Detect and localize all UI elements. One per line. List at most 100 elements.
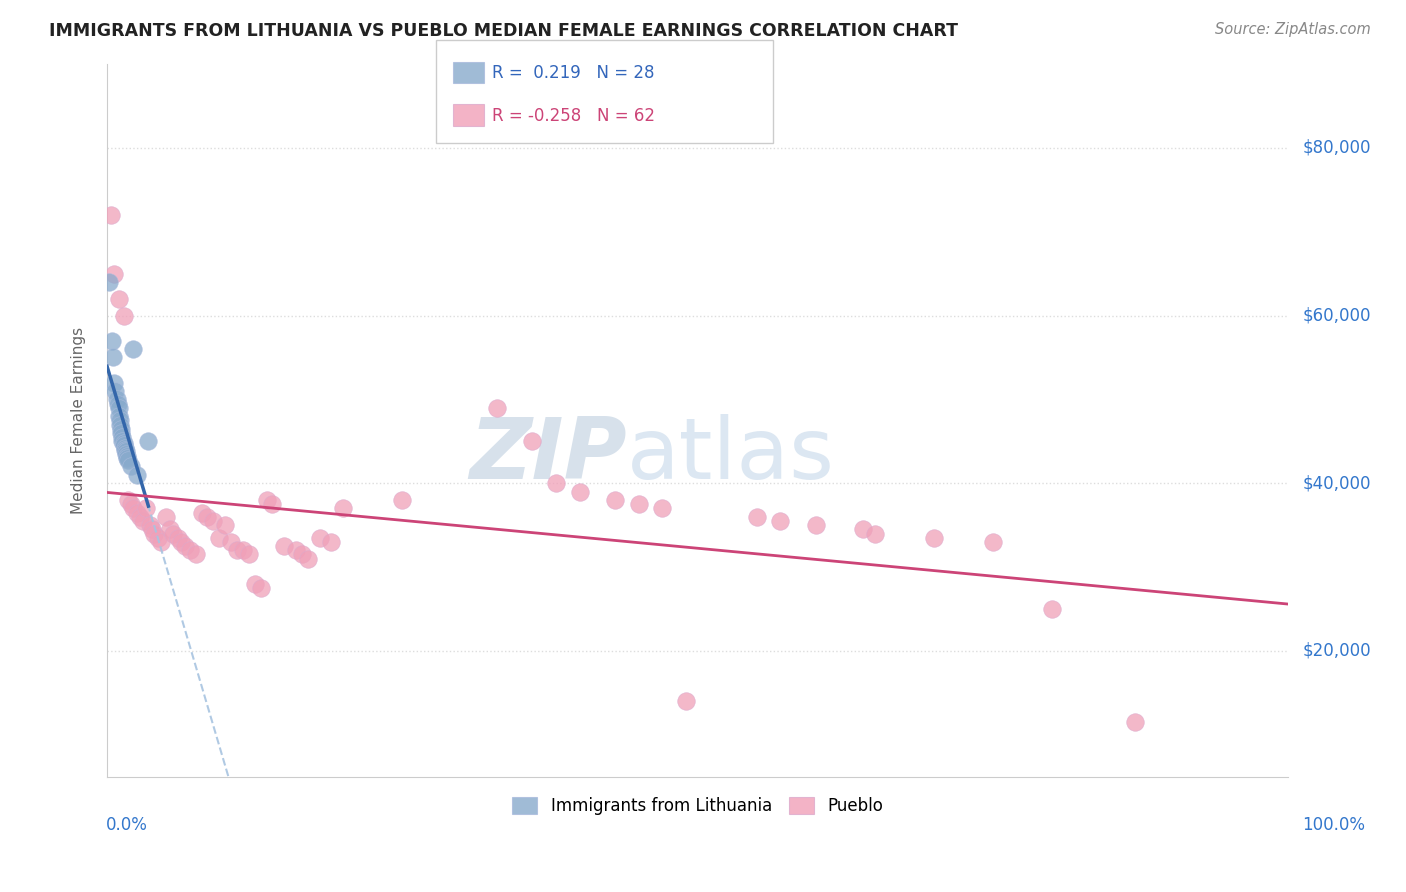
Point bbox=[651, 501, 673, 516]
Point bbox=[391, 493, 413, 508]
Point bbox=[117, 452, 139, 467]
Point bbox=[138, 434, 160, 449]
Point bbox=[114, 441, 136, 455]
Text: R =  0.219   N = 28: R = 0.219 N = 28 bbox=[492, 64, 655, 82]
Point bbox=[190, 506, 212, 520]
Point bbox=[115, 444, 138, 458]
Point bbox=[922, 531, 945, 545]
Point bbox=[675, 694, 697, 708]
Y-axis label: Median Female Earnings: Median Female Earnings bbox=[72, 326, 86, 514]
Point bbox=[108, 417, 131, 432]
Point bbox=[184, 548, 207, 562]
Point bbox=[111, 430, 134, 444]
Point bbox=[114, 442, 136, 457]
Point bbox=[485, 401, 508, 415]
Text: $40,000: $40,000 bbox=[1302, 475, 1371, 492]
Text: $80,000: $80,000 bbox=[1302, 139, 1371, 157]
Point bbox=[522, 434, 544, 449]
Point bbox=[285, 543, 308, 558]
Point bbox=[98, 275, 121, 289]
Point bbox=[197, 509, 219, 524]
Point bbox=[568, 484, 591, 499]
Point bbox=[232, 543, 254, 558]
Point bbox=[107, 396, 129, 410]
Text: atlas: atlas bbox=[627, 415, 835, 498]
Point bbox=[115, 447, 138, 461]
Point bbox=[219, 535, 242, 549]
Point bbox=[174, 539, 197, 553]
Point bbox=[105, 392, 128, 407]
Legend: Immigrants from Lithuania, Pueblo: Immigrants from Lithuania, Pueblo bbox=[506, 790, 890, 822]
Point bbox=[108, 409, 131, 424]
Point bbox=[332, 501, 354, 516]
Point bbox=[122, 342, 145, 356]
Text: ZIP: ZIP bbox=[470, 415, 627, 498]
Point bbox=[981, 535, 1004, 549]
Point bbox=[117, 493, 139, 508]
Text: 100.0%: 100.0% bbox=[1302, 816, 1365, 834]
Point bbox=[112, 438, 135, 452]
Point bbox=[131, 514, 153, 528]
Point bbox=[1040, 602, 1063, 616]
Text: R = -0.258   N = 62: R = -0.258 N = 62 bbox=[492, 107, 655, 125]
Point bbox=[804, 518, 827, 533]
Point bbox=[745, 509, 768, 524]
Point bbox=[202, 514, 225, 528]
Point bbox=[100, 208, 122, 222]
Point bbox=[103, 376, 125, 390]
Point bbox=[243, 576, 266, 591]
Point bbox=[170, 535, 193, 549]
Point bbox=[321, 535, 343, 549]
Point bbox=[129, 509, 152, 524]
Point bbox=[256, 493, 278, 508]
Point bbox=[603, 493, 626, 508]
Point bbox=[167, 531, 190, 545]
Point bbox=[120, 497, 142, 511]
Point bbox=[297, 551, 319, 566]
Point bbox=[291, 548, 314, 562]
Point bbox=[162, 526, 184, 541]
Point bbox=[852, 522, 875, 536]
Text: $20,000: $20,000 bbox=[1302, 642, 1371, 660]
Point bbox=[226, 543, 249, 558]
Point bbox=[273, 539, 295, 553]
Point bbox=[262, 497, 284, 511]
Point bbox=[101, 334, 124, 348]
Point bbox=[238, 548, 260, 562]
Point bbox=[308, 531, 330, 545]
Text: $60,000: $60,000 bbox=[1302, 307, 1371, 325]
Point bbox=[1123, 715, 1146, 730]
Point bbox=[155, 509, 177, 524]
Point bbox=[214, 518, 236, 533]
Point bbox=[111, 434, 134, 449]
Point bbox=[141, 522, 163, 536]
Point bbox=[125, 506, 148, 520]
Point bbox=[150, 535, 173, 549]
Point bbox=[120, 459, 142, 474]
Point bbox=[103, 267, 125, 281]
Point bbox=[125, 467, 148, 482]
Point bbox=[769, 514, 792, 528]
Point bbox=[627, 497, 650, 511]
Point bbox=[122, 501, 145, 516]
Point bbox=[110, 425, 132, 440]
Point bbox=[146, 531, 169, 545]
Point bbox=[112, 309, 135, 323]
Point bbox=[135, 501, 157, 516]
Point bbox=[544, 476, 567, 491]
Point bbox=[159, 522, 181, 536]
Point bbox=[108, 292, 131, 306]
Point bbox=[249, 581, 271, 595]
Point bbox=[208, 531, 231, 545]
Point bbox=[104, 384, 127, 398]
Point bbox=[108, 401, 131, 415]
Text: Source: ZipAtlas.com: Source: ZipAtlas.com bbox=[1215, 22, 1371, 37]
Point bbox=[143, 526, 166, 541]
Point bbox=[115, 450, 138, 464]
Text: IMMIGRANTS FROM LITHUANIA VS PUEBLO MEDIAN FEMALE EARNINGS CORRELATION CHART: IMMIGRANTS FROM LITHUANIA VS PUEBLO MEDI… bbox=[49, 22, 959, 40]
Point bbox=[138, 518, 160, 533]
Point bbox=[101, 351, 124, 365]
Point bbox=[115, 451, 138, 466]
Point bbox=[863, 526, 886, 541]
Point bbox=[110, 422, 132, 436]
